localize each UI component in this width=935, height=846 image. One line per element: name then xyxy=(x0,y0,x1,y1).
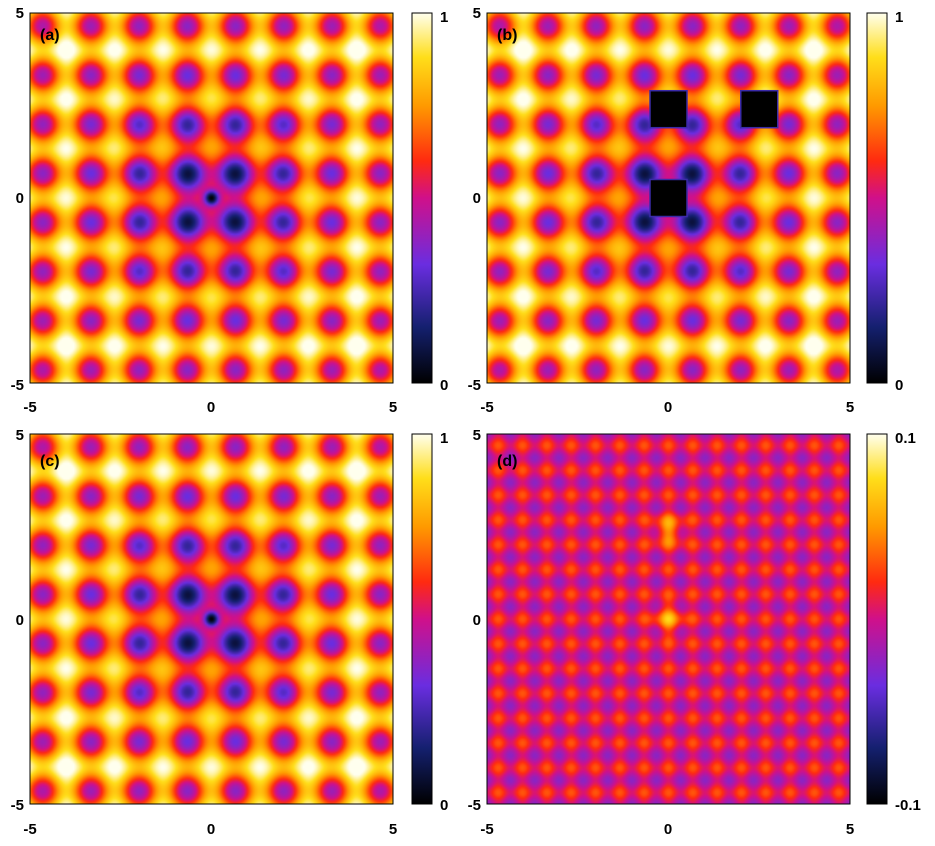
heatmap-c xyxy=(30,434,393,804)
y-tick-bot-b: -5 xyxy=(468,377,481,394)
y-tick-bot-c: -5 xyxy=(11,797,24,814)
x-tick-left-c: -5 xyxy=(23,821,36,838)
colorbar-min-a: 0 xyxy=(440,377,448,394)
panel-a: (a) 5 0 -5 -5 0 5 1 0 xyxy=(11,5,449,416)
panel-label-b: (b) xyxy=(497,27,517,44)
y-tick-top-c: 5 xyxy=(16,427,24,444)
colorbar-b xyxy=(866,12,888,384)
x-tick-mid-d: 0 xyxy=(664,821,672,838)
colorbar-d xyxy=(866,433,888,805)
colorbar-a xyxy=(411,12,433,384)
masked-squares-b xyxy=(649,89,779,218)
y-tick-mid-a: 0 xyxy=(16,190,24,207)
x-tick-right-d: 5 xyxy=(846,821,854,838)
panel-label-d: (d) xyxy=(497,453,517,470)
heatmap-a xyxy=(30,13,393,383)
panel-d: (d) 5 0 -5 -5 0 5 0.1 -0.1 xyxy=(468,427,921,838)
x-tick-mid-b: 0 xyxy=(664,399,672,416)
x-tick-right-b: 5 xyxy=(846,399,854,416)
masked-square-3 xyxy=(649,178,688,218)
panel-label-c: (c) xyxy=(40,453,60,470)
x-tick-left-d: -5 xyxy=(480,821,493,838)
colorbar-min-d: -0.1 xyxy=(895,797,921,814)
heatmap-d xyxy=(487,434,850,804)
colorbar-min-b: 0 xyxy=(895,377,903,394)
masked-square-2 xyxy=(740,89,779,129)
y-tick-bot-d: -5 xyxy=(468,797,481,814)
x-tick-left-b: -5 xyxy=(480,399,493,416)
y-tick-top-d: 5 xyxy=(473,427,481,444)
x-tick-right-c: 5 xyxy=(389,821,397,838)
y-tick-top-b: 5 xyxy=(473,5,481,22)
panel-label-a: (a) xyxy=(40,27,60,44)
x-tick-mid-a: 0 xyxy=(207,399,215,416)
y-tick-bot-a: -5 xyxy=(11,377,24,394)
colorbar-c xyxy=(411,433,433,805)
x-tick-right-a: 5 xyxy=(389,399,397,416)
colorbar-max-d: 0.1 xyxy=(895,430,916,447)
y-tick-mid-b: 0 xyxy=(473,190,481,207)
y-tick-top-a: 5 xyxy=(16,5,24,22)
x-tick-mid-c: 0 xyxy=(207,821,215,838)
colorbar-min-c: 0 xyxy=(440,797,448,814)
panel-c: (c) 5 0 -5 -5 0 5 1 0 xyxy=(11,427,449,838)
y-tick-mid-c: 0 xyxy=(16,612,24,629)
y-tick-mid-d: 0 xyxy=(473,612,481,629)
colorbar-max-c: 1 xyxy=(440,430,448,447)
colorbar-max-a: 1 xyxy=(440,9,448,26)
masked-square-1 xyxy=(649,89,688,129)
panel-b: (b) 5 0 -5 -5 0 5 1 0 xyxy=(468,5,904,416)
colorbar-max-b: 1 xyxy=(895,9,903,26)
x-tick-left-a: -5 xyxy=(23,399,36,416)
